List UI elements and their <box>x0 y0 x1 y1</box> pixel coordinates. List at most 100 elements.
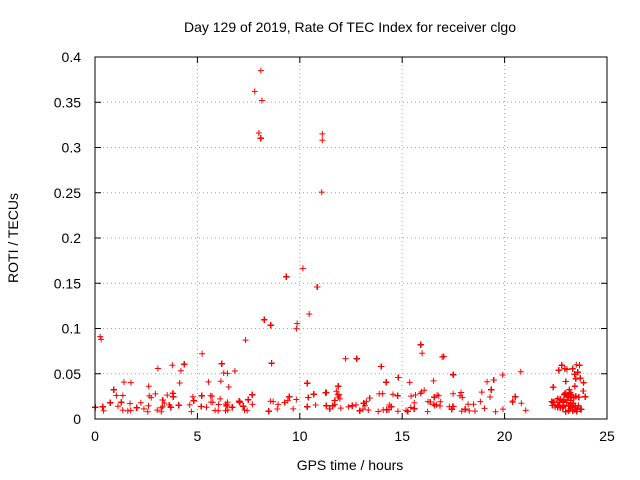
data-point <box>383 406 390 413</box>
data-point <box>365 406 372 413</box>
data-point <box>433 401 440 408</box>
y-tick-label: 0.2 <box>62 230 82 246</box>
data-point <box>114 403 121 410</box>
data-point <box>562 390 569 397</box>
data-point <box>120 379 127 386</box>
data-point <box>566 391 573 398</box>
data-point <box>223 403 230 410</box>
data-point <box>249 401 256 408</box>
data-point <box>417 341 424 348</box>
data-point <box>169 362 176 369</box>
data-point <box>319 137 326 144</box>
data-point <box>119 392 126 399</box>
data-point <box>218 360 225 367</box>
data-point <box>275 401 282 408</box>
data-point <box>430 401 437 408</box>
grid-lines <box>95 57 607 419</box>
data-point <box>167 404 174 411</box>
data-point <box>576 362 583 369</box>
data-point <box>318 189 325 196</box>
data-point <box>577 375 584 382</box>
y-tick-label: 0 <box>73 411 81 427</box>
data-point <box>281 399 288 406</box>
data-point <box>424 408 431 415</box>
data-point <box>336 395 343 402</box>
data-point <box>251 88 258 95</box>
data-point <box>458 389 465 396</box>
data-point <box>431 394 438 401</box>
data-point <box>411 405 418 412</box>
x-tick-label: 5 <box>194 428 202 444</box>
data-point <box>236 399 243 406</box>
data-point <box>509 399 516 406</box>
data-point <box>569 365 576 372</box>
data-point <box>244 407 251 414</box>
data-point <box>552 403 559 410</box>
data-point <box>375 408 382 415</box>
y-tick-label: 0.05 <box>54 366 81 382</box>
data-point <box>170 393 177 400</box>
data-point <box>561 391 568 398</box>
data-point <box>293 396 300 403</box>
axis-ticks: 0 5 10 15 20 25 0 0.05 0.1 0.15 0.2 0.25 0.3 0.35 0.4 <box>54 49 615 444</box>
data-point <box>304 403 311 410</box>
data-point <box>411 399 418 406</box>
data-point <box>466 407 473 414</box>
data-point <box>517 368 524 375</box>
data-point <box>580 379 587 386</box>
data-point <box>379 390 386 397</box>
data-point <box>450 390 457 397</box>
data-point <box>481 405 488 412</box>
data-point <box>472 408 479 415</box>
data-point <box>571 371 578 378</box>
data-point <box>189 393 196 400</box>
data-point <box>242 337 249 344</box>
data-point <box>342 355 349 362</box>
x-axis-label: GPS time / hours <box>297 457 404 473</box>
data-point <box>448 406 455 413</box>
data-point <box>159 396 166 403</box>
data-point <box>383 379 390 386</box>
data-point <box>550 384 557 391</box>
data-point <box>571 407 578 414</box>
data-point <box>241 407 248 414</box>
data-point <box>337 405 344 412</box>
data-point <box>558 362 565 369</box>
data-point <box>270 398 277 405</box>
data-point <box>158 404 165 411</box>
data-point <box>229 404 236 411</box>
data-point <box>388 403 395 410</box>
y-tick-label: 0.1 <box>62 321 82 337</box>
data-point <box>314 284 321 291</box>
data-point <box>407 404 414 411</box>
data-point <box>560 396 567 403</box>
data-points <box>92 67 589 415</box>
data-point <box>323 402 330 409</box>
data-point <box>349 402 356 409</box>
data-point <box>549 399 556 406</box>
data-point <box>562 408 569 415</box>
data-point <box>127 400 134 407</box>
data-point <box>458 408 465 415</box>
data-point <box>267 322 274 329</box>
data-point <box>555 367 562 374</box>
data-point <box>462 406 469 413</box>
data-point <box>427 399 434 406</box>
data-point <box>331 397 338 404</box>
data-point <box>236 398 243 405</box>
data-point <box>356 407 363 414</box>
data-point <box>419 350 426 357</box>
data-point <box>99 403 106 410</box>
data-point <box>484 378 491 385</box>
data-point <box>329 402 336 409</box>
x-tick-label: 25 <box>599 428 615 444</box>
data-point <box>395 374 402 381</box>
data-point <box>465 401 472 408</box>
data-point <box>554 395 561 402</box>
y-tick-label: 0.25 <box>54 185 81 201</box>
data-point <box>249 391 256 398</box>
data-point <box>146 392 153 399</box>
data-point <box>487 393 494 400</box>
data-point <box>569 402 576 409</box>
data-point <box>245 396 252 403</box>
